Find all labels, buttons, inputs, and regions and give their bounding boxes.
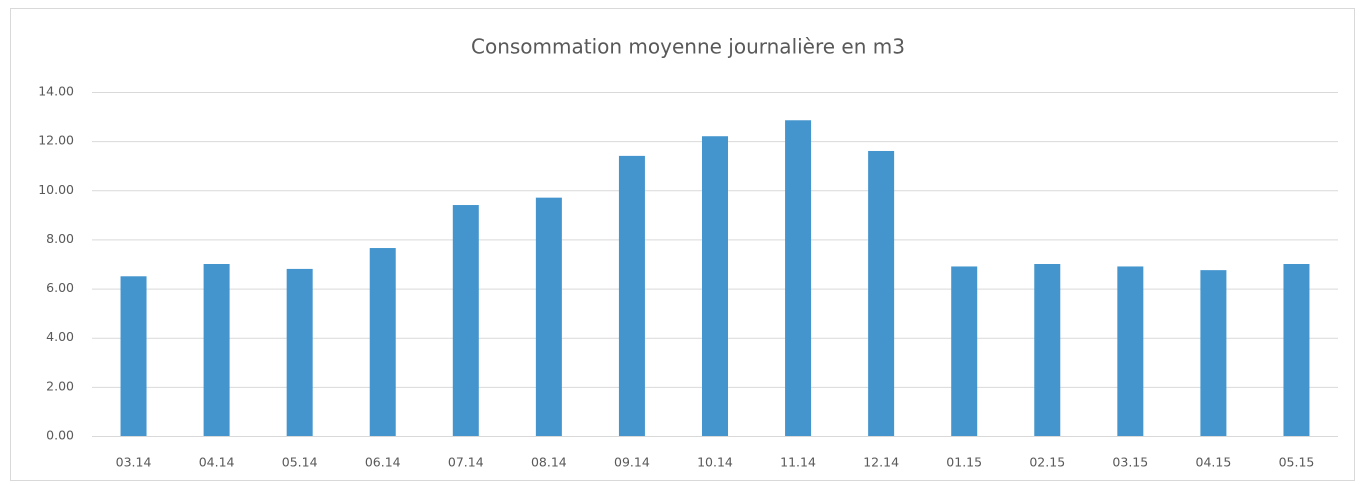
x-tick-label: 10.14 bbox=[697, 455, 733, 470]
y-tick-label: 0.00 bbox=[46, 428, 74, 443]
y-tick-label: 6.00 bbox=[46, 280, 74, 295]
x-tick-label: 01.15 bbox=[946, 455, 982, 470]
x-tick-label: 05.14 bbox=[282, 455, 318, 470]
x-tick-label: 06.14 bbox=[365, 455, 401, 470]
x-tick-label: 12.14 bbox=[863, 455, 899, 470]
chart-title: Consommation moyenne journalière en m3 bbox=[471, 35, 905, 59]
y-tick-label: 12.00 bbox=[38, 133, 74, 148]
y-tick-label: 14.00 bbox=[38, 84, 74, 99]
bar bbox=[203, 264, 230, 436]
x-tick-label: 11.14 bbox=[780, 455, 816, 470]
bar bbox=[535, 197, 562, 436]
bar bbox=[120, 276, 147, 436]
y-tick-label: 2.00 bbox=[46, 378, 74, 393]
bar bbox=[1283, 264, 1310, 436]
x-tick-label: 05.15 bbox=[1279, 455, 1315, 470]
x-tick-label: 08.14 bbox=[531, 455, 567, 470]
x-tick-label: 02.15 bbox=[1029, 455, 1065, 470]
x-tick-label: 04.15 bbox=[1196, 455, 1232, 470]
bar bbox=[286, 268, 313, 436]
bar bbox=[369, 248, 396, 436]
bar bbox=[951, 266, 978, 436]
bar bbox=[452, 205, 479, 436]
x-tick-label: 03.14 bbox=[116, 455, 152, 470]
bar bbox=[1034, 264, 1061, 436]
bar bbox=[1200, 270, 1227, 436]
x-tick-label: 04.14 bbox=[199, 455, 235, 470]
bar bbox=[868, 150, 895, 436]
bar bbox=[702, 136, 728, 436]
x-tick-label: 03.15 bbox=[1112, 455, 1148, 470]
y-tick-label: 8.00 bbox=[46, 231, 74, 246]
y-tick-label: 10.00 bbox=[38, 182, 74, 197]
bar bbox=[618, 155, 645, 436]
x-tick-label: 07.14 bbox=[448, 455, 484, 470]
y-tick-label: 4.00 bbox=[46, 329, 74, 344]
x-tick-label: 09.14 bbox=[614, 455, 650, 470]
bar bbox=[785, 120, 812, 436]
bar bbox=[1117, 266, 1144, 436]
